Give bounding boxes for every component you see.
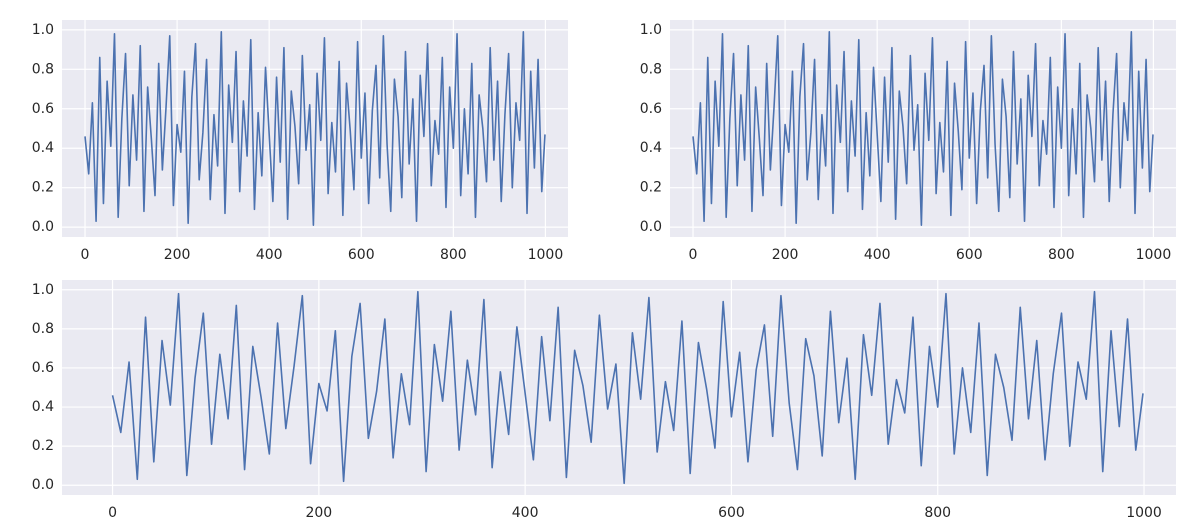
data-line xyxy=(84,31,546,226)
x-tick-label: 200 xyxy=(305,505,332,521)
series xyxy=(692,31,1154,226)
x-tick-label: 0 xyxy=(108,505,117,521)
x-tick-label: 400 xyxy=(256,247,283,263)
series xyxy=(111,290,1144,485)
x-tick-label: 200 xyxy=(772,247,799,263)
subplot: 0.0 0.2 0.4 0.6 0.8 1.0 0 200 400 600 800 1000 xyxy=(32,280,1176,521)
y-tick-label: 0.6 xyxy=(32,360,54,376)
y-tick-label: 0.8 xyxy=(32,61,54,77)
x-tick-label: 400 xyxy=(512,505,539,521)
x-tick-label: 800 xyxy=(440,247,467,263)
x-tick-label: 600 xyxy=(956,247,983,263)
y-tick-label: 0.4 xyxy=(640,140,662,156)
subplot: 0.0 0.2 0.4 0.6 0.8 1.0 0 200 400 600 800 1000 xyxy=(32,20,568,263)
y-tick-label: 0.4 xyxy=(32,399,54,415)
y-tick-label: 0.6 xyxy=(32,101,54,117)
x-tick-label: 0 xyxy=(689,247,698,263)
x-tick-label: 200 xyxy=(164,247,191,263)
y-tick-label: 0.8 xyxy=(32,321,54,337)
y-tick-label: 0.4 xyxy=(32,140,54,156)
y-tick-label: 1.0 xyxy=(640,22,662,38)
x-tick-label: 600 xyxy=(718,505,745,521)
y-tick-label: 1.0 xyxy=(32,22,54,38)
data-line xyxy=(692,31,1154,226)
y-tick-label: 1.0 xyxy=(32,282,54,298)
x-tick-label: 600 xyxy=(348,247,375,263)
y-tick-label: 0.2 xyxy=(32,438,54,454)
x-tick-label: 400 xyxy=(864,247,891,263)
data-line xyxy=(111,290,1144,485)
x-tick-label: 800 xyxy=(924,505,951,521)
y-tick-label: 0.8 xyxy=(640,61,662,77)
x-tick-label: 1000 xyxy=(1136,247,1172,263)
y-tick-label: 0.2 xyxy=(32,180,54,196)
plot-background xyxy=(62,280,1176,495)
y-tick-label: 0.0 xyxy=(640,219,662,235)
x-tick-label: 1000 xyxy=(1126,505,1162,521)
y-tick-label: 0.6 xyxy=(640,101,662,117)
y-tick-label: 0.0 xyxy=(32,477,54,493)
x-tick-label: 0 xyxy=(81,247,90,263)
y-tick-label: 0.2 xyxy=(640,180,662,196)
x-tick-label: 800 xyxy=(1048,247,1075,263)
y-tick-label: 0.0 xyxy=(32,219,54,235)
x-tick-label: 1000 xyxy=(528,247,564,263)
subplot: 0.0 0.2 0.4 0.6 0.8 1.0 0 200 400 600 800 1000 xyxy=(640,20,1176,263)
series xyxy=(84,31,546,226)
